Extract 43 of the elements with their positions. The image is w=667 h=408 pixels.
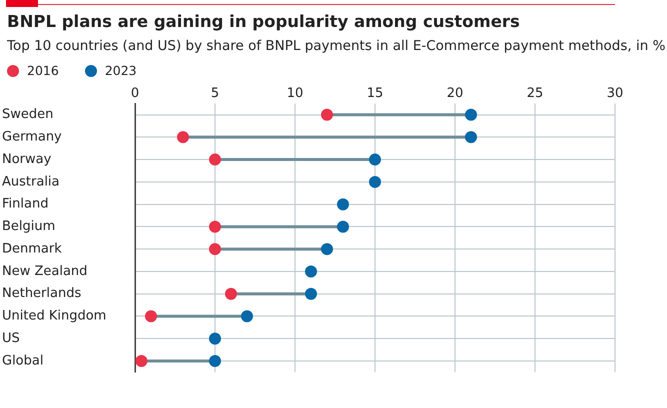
point [209,355,221,368]
y-tick-label: United Kingdom [2,308,106,324]
point [321,108,333,121]
chart-title: BNPL plans are gaining in popularity among customers [7,12,520,31]
point [369,154,381,166]
y-tick-label: Sweden [2,107,54,122]
x-tick-label: 10 [286,86,304,102]
x-tick-label: 30 [606,86,624,102]
point [369,176,381,188]
x-tick-label: 0 [130,86,140,102]
x-tick-label: 5 [210,86,220,102]
y-tick-label: Norway [2,152,52,167]
legend-label: 2016 [27,63,59,78]
legend-label: 2023 [104,63,137,78]
point [337,220,349,233]
y-tick-label: Germany [2,130,62,145]
y-tick-label: Australia [2,174,60,190]
y-tick-label: Belgium [2,219,56,234]
point [209,154,221,166]
point [305,288,317,300]
point [321,243,333,256]
point [177,131,189,144]
chart-subtitle: Top 10 countries (and US) by share of BNPL payments in all E-Commerce payment methods, in % [7,38,666,54]
point [225,288,237,300]
point [209,243,221,256]
y-tick-label: US [2,331,20,346]
y-tick-label: Denmark [2,241,62,256]
y-tick-label: Netherlands [2,286,82,302]
y-tick-label: Finland [2,196,48,212]
x-tick-label: 20 [446,86,464,102]
point [465,131,477,144]
point [209,220,221,233]
x-tick-label: 25 [526,86,544,102]
point [135,355,148,368]
x-tick-label: 15 [366,86,384,102]
point [337,198,349,210]
y-tick-label: New Zealand [2,264,88,279]
point [145,310,157,322]
point [241,310,253,322]
point [209,332,221,345]
y-tick-label: Global [2,353,44,368]
point [305,265,317,278]
point [465,108,477,121]
